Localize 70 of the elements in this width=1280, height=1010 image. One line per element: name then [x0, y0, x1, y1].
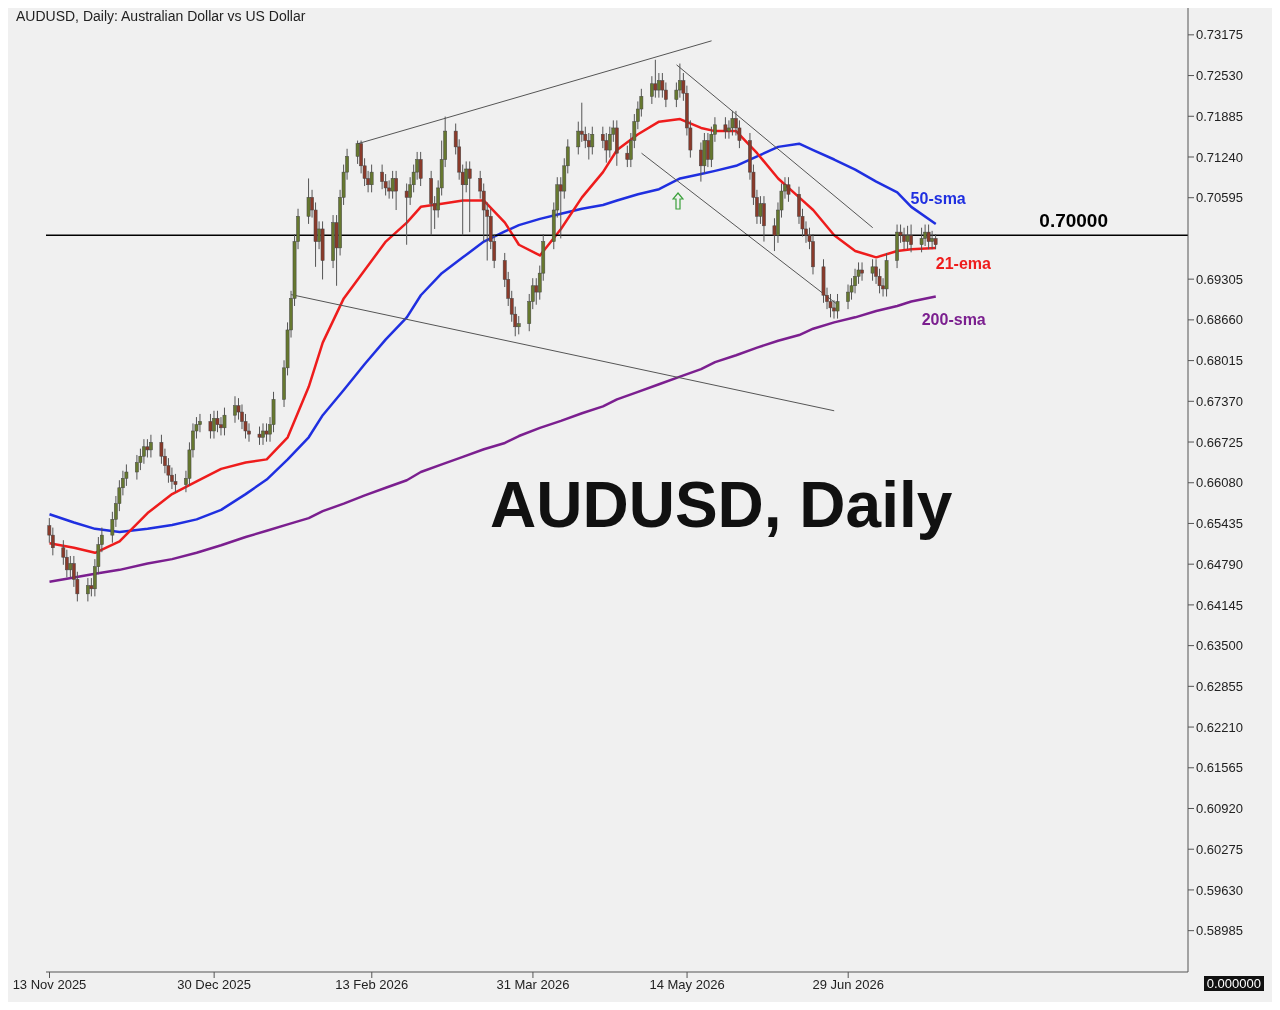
candlestick — [264, 422, 269, 443]
candlestick — [905, 225, 910, 250]
ref-line-label: 0.70000 — [1039, 210, 1108, 232]
candlestick — [149, 434, 153, 458]
y-tick-label: 0.60920 — [1196, 801, 1243, 817]
chart-title: AUDUSD, Daily: Australian Dollar vs US Dollar — [16, 8, 306, 24]
candlestick — [870, 258, 875, 282]
y-tick-label: 0.58985 — [1196, 923, 1243, 939]
candlestick — [758, 195, 763, 225]
y-tick-label: 0.63500 — [1196, 638, 1243, 654]
series-label: 21-ema — [935, 254, 992, 272]
y-tick-label: 0.64790 — [1196, 556, 1243, 572]
candlestick — [418, 151, 423, 187]
candlestick — [233, 395, 237, 424]
candlestick — [215, 410, 220, 433]
candlestick — [926, 224, 931, 250]
candlestick — [404, 183, 409, 246]
candlestick — [653, 59, 658, 99]
series-label: 200-sma — [921, 310, 986, 328]
y-tick-label: 0.68015 — [1196, 353, 1243, 369]
candlestick — [86, 577, 90, 602]
candlestick — [516, 315, 521, 335]
y-tick-label: 0.67370 — [1196, 393, 1243, 409]
candlestick — [208, 413, 213, 440]
candlestick — [212, 410, 216, 440]
candlestick — [909, 224, 913, 253]
x-tick-label: 31 Mar 2026 — [496, 977, 570, 993]
candlestick — [786, 176, 791, 203]
series-label: 50-sma — [910, 189, 966, 207]
x-tick-label: 30 Dec 2025 — [177, 977, 252, 993]
annotation: AUDUSD, Daily — [490, 468, 953, 542]
y-tick-label: 0.70595 — [1196, 190, 1243, 206]
x-tick-label: 29 Jun 2026 — [812, 977, 884, 993]
candlestick — [835, 293, 840, 320]
candlestick — [730, 110, 735, 137]
candlestick — [306, 177, 311, 225]
y-tick-label: 0.66080 — [1196, 475, 1243, 491]
x-tick-label: 13 Feb 2026 — [335, 977, 409, 993]
candlestick — [919, 227, 924, 253]
candlestick — [467, 160, 472, 233]
y-tick-label: 0.71240 — [1196, 149, 1243, 165]
candlestick — [390, 170, 395, 200]
candlestick — [355, 140, 360, 165]
y-tick-label: 0.65435 — [1196, 516, 1243, 532]
x-tick-label: 13 Nov 2025 — [12, 977, 87, 993]
y-tick-label: 0.69305 — [1196, 271, 1243, 287]
candlestick — [222, 407, 227, 436]
candlestick — [261, 422, 265, 446]
candlestick — [723, 116, 728, 140]
text: 0.000000 — [1203, 976, 1264, 991]
y-tick-label: 0.62855 — [1196, 678, 1243, 694]
candlestick — [860, 261, 864, 282]
y-tick-label: 0.64145 — [1196, 597, 1243, 613]
candlestick — [145, 438, 150, 458]
candlestick — [930, 230, 934, 250]
y-tick-label: 0.66725 — [1196, 434, 1243, 450]
candlestick — [369, 164, 374, 193]
candlestick — [394, 170, 398, 211]
y-tick-label: 0.62210 — [1196, 719, 1243, 735]
y-tick-label: 0.72530 — [1196, 68, 1243, 84]
y-tick-label: 0.68660 — [1196, 312, 1243, 328]
candlestick — [257, 426, 262, 446]
y-tick-label: 0.59630 — [1196, 882, 1243, 898]
x-tick-label: 14 May 2026 — [649, 977, 725, 993]
y-tick-label: 0.60275 — [1196, 841, 1243, 857]
y-tick-label: 0.71885 — [1196, 108, 1243, 124]
candlestick — [68, 555, 73, 578]
y-tick-label: 0.73175 — [1196, 27, 1243, 43]
candlestick — [762, 195, 766, 243]
y-tick-label: 0.61565 — [1196, 760, 1243, 776]
